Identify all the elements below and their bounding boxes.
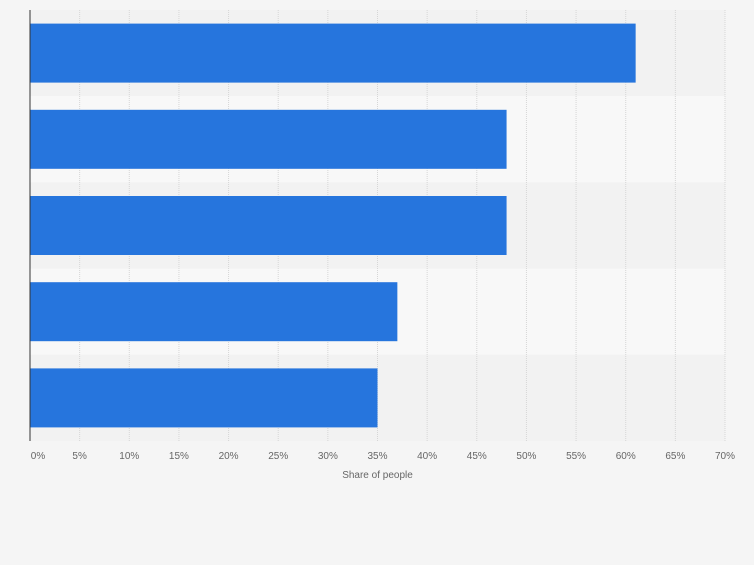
x-tick-label: 30% [318,451,338,462]
x-tick-label: 45% [467,451,487,462]
x-tick-label: 55% [566,451,586,462]
bar[interactable] [30,368,378,428]
x-tick-label: 40% [417,451,437,462]
x-tick-labels: 0% 5% 10% 15% 20% 25% 30% 35% 40% 45% 50% 55% 60% 65%… [31,451,735,462]
x-tick-label: 0% [31,451,46,462]
x-tick-label: 70% [715,451,735,462]
x-tick-label: 25% [268,451,288,462]
bar[interactable] [30,196,507,255]
bar[interactable] [30,109,507,169]
bar[interactable] [30,23,636,83]
x-tick-label: 5% [72,451,87,462]
bar[interactable] [30,282,398,342]
x-axis-title: Share of people [342,470,413,481]
x-tick-label: 35% [367,451,387,462]
x-tick-label: 60% [616,451,636,462]
bars [30,23,636,428]
x-tick-label: 50% [516,451,536,462]
x-tick-label: 65% [665,451,685,462]
x-tick-label: 15% [169,451,189,462]
x-tick-label: 10% [119,451,139,462]
x-tick-label: 20% [219,451,239,462]
